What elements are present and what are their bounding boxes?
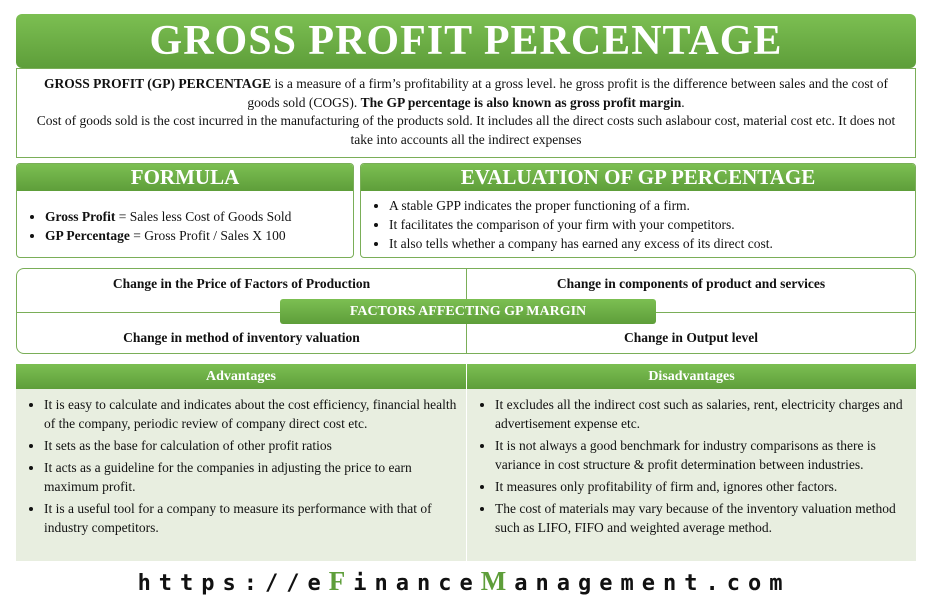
intro-text: . [681,94,685,110]
intro-paragraph: GROSS PROFIT (GP) PERCENTAGE is a measur… [27,75,905,112]
factors-box: Change in the Price of Factors of Produc… [16,268,916,354]
disadvantages-item: It measures only profitability of firm a… [495,477,916,496]
factor: Change in components of product and serv… [556,276,826,291]
evaluation-item: It also tells whether a company has earn… [389,234,915,253]
evaluation-heading: EVALUATION OF GP PERCENTAGE [361,164,915,191]
factor: Change in method of inventory valuation [123,330,360,345]
evaluation-box: EVALUATION OF GP PERCENTAGE A stable GPP… [360,163,916,258]
title: GROSS PROFIT PERCENTAGE [16,14,916,68]
intro-text: The GP percentage is also known as gross… [360,94,682,110]
footer-text: https://e [137,571,329,596]
factor: Change in the Price of Factors of Produc… [112,276,371,291]
disadvantages-item: It is not always a good benchmark for in… [495,436,916,474]
disadvantages-item: It excludes all the indirect cost such a… [495,395,916,433]
disadvantages-item: The cost of materials may vary because o… [495,499,916,537]
advantages-item: It acts as a guideline for the companies… [44,458,466,496]
footer-text: M [480,566,515,596]
formula-item: Gross Profit = Sales less Cost of Goods … [45,207,353,226]
advantages-heading: Advantages [16,364,466,389]
footer-text: F [328,566,354,596]
intro-text: is a measure of a firm’s profitability a… [247,76,888,110]
factor: Change in Output level [624,330,758,345]
intro: GROSS PROFIT (GP) PERCENTAGE is a measur… [16,68,916,158]
advantages-item: It is a useful tool for a company to mea… [44,499,466,537]
formula-term: Gross Profit [45,209,116,224]
advantages-item: It sets as the base for calculation of o… [44,436,466,455]
advantages-box: Advantages It is easy to calculate and i… [16,364,466,561]
footer-text: inance [353,571,481,596]
disadvantages-box: Disadvantages It excludes all the indire… [467,364,916,561]
intro-text: Cost of goods sold is the cost incurred … [36,113,896,147]
intro-text: GROSS PROFIT (GP) PERCENTAGE [44,76,272,91]
formula-box: FORMULA Gross Profit = Sales less Cost o… [16,163,354,258]
formula-text: = Sales less Cost of Goods Sold [115,209,292,224]
advantages-item: It is easy to calculate and indicates ab… [44,395,466,433]
formula-text: = Gross Profit / Sales X 100 [129,228,286,243]
formula-heading: FORMULA [17,164,353,191]
factors-heading: FACTORS AFFECTING GP MARGIN [280,299,656,324]
disadvantages-heading: Disadvantages [467,364,916,389]
formula-item: GP Percentage = Gross Profit / Sales X 1… [45,226,353,245]
evaluation-item: It facilitates the comparison of your fi… [389,215,915,234]
formula-term: GP Percentage [45,228,130,243]
footer-text: anagement.com [514,571,791,596]
evaluation-item: A stable GPP indicates the proper functi… [389,196,915,215]
footer-url: https://eFinanceManagement.com [0,566,928,597]
intro-paragraph: Cost of goods sold is the cost incurred … [27,112,905,149]
